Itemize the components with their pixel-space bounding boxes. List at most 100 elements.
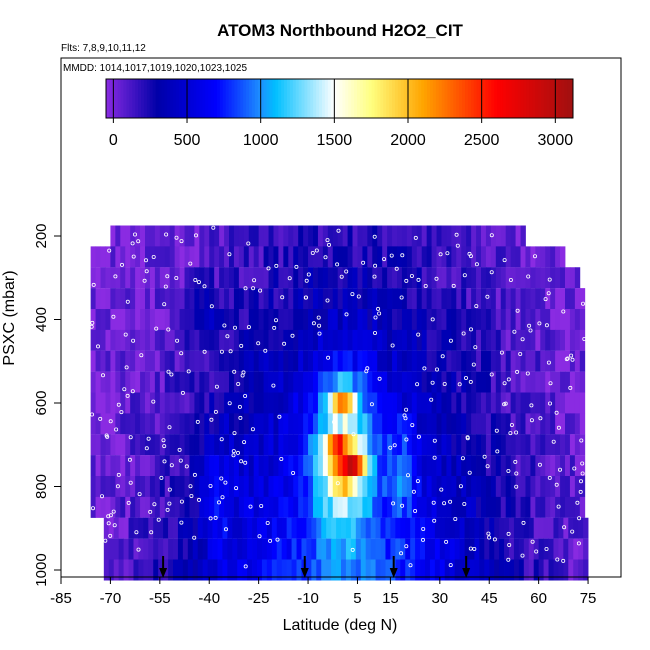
heatmap-cell	[128, 517, 134, 539]
heatmap-cell	[108, 517, 115, 539]
heatmap-cell	[347, 267, 353, 289]
sample-marker	[404, 407, 409, 412]
heatmap-cell	[273, 246, 279, 268]
heatmap-cell	[530, 329, 536, 351]
heatmap-cell	[306, 517, 312, 539]
heatmap-cell	[189, 225, 195, 247]
sample-marker	[579, 262, 584, 267]
sample-marker	[219, 437, 224, 442]
heatmap-cell	[103, 517, 110, 539]
heatmap-cell	[367, 225, 373, 247]
heatmap-cell	[337, 455, 344, 477]
sample-marker	[174, 275, 179, 280]
heatmap-cell	[154, 476, 161, 497]
heatmap-cell	[426, 434, 432, 456]
sample-marker	[277, 414, 282, 419]
heatmap-cell	[401, 496, 408, 518]
sample-marker	[248, 504, 253, 509]
heatmap-cell	[347, 413, 353, 435]
heatmap-cell	[515, 225, 521, 247]
heatmap-cell	[565, 413, 571, 435]
heatmap-cell	[352, 371, 358, 393]
heatmap-cell	[471, 434, 477, 456]
heatmap-cell	[145, 496, 151, 518]
heatmap-cell	[130, 434, 136, 456]
sample-marker	[126, 500, 131, 505]
sample-marker	[128, 435, 133, 440]
heatmap-cell	[322, 225, 329, 247]
heatmap-cell	[154, 329, 161, 351]
sample-marker	[465, 435, 470, 440]
sample-marker	[167, 487, 172, 492]
sample-marker	[547, 475, 552, 480]
heatmap-cell	[397, 392, 403, 414]
colorbar-segment	[444, 79, 448, 118]
sample-marker	[566, 237, 571, 242]
heatmap-cell	[471, 288, 477, 310]
heatmap-cell	[372, 455, 378, 477]
sample-marker	[311, 321, 316, 326]
heatmap-cell	[293, 455, 299, 477]
heatmap-cell	[100, 496, 106, 518]
heatmap-cell	[233, 288, 240, 310]
heatmap-cell	[125, 246, 131, 268]
heatmap-cell	[360, 538, 367, 560]
heatmap-cell	[545, 434, 551, 456]
heatmap-cell	[123, 559, 129, 581]
heatmap-cell	[560, 455, 566, 477]
sample-marker	[350, 292, 355, 297]
colorbar-segment	[351, 79, 355, 118]
heatmap-cell	[332, 371, 339, 393]
heatmap-cell	[145, 392, 151, 414]
sample-marker	[159, 475, 164, 480]
heatmap-cell	[375, 559, 381, 581]
heatmap-cell	[192, 517, 199, 539]
heatmap-cell	[490, 392, 497, 414]
heatmap-cell	[327, 455, 334, 477]
colorbar-segment	[202, 79, 206, 118]
heatmap-cell	[505, 496, 512, 518]
heatmap-cell	[149, 267, 156, 289]
heatmap-cell	[179, 288, 185, 310]
sample-marker	[582, 336, 587, 341]
heatmap-cell	[436, 455, 442, 477]
heatmap-cell	[154, 267, 161, 289]
heatmap-cell	[100, 371, 106, 393]
colorbar-segment	[161, 79, 165, 118]
sample-marker	[188, 261, 193, 266]
x-tick-label: 60	[530, 590, 547, 607]
sample-marker	[538, 416, 543, 421]
heatmap-cell	[229, 476, 235, 497]
heatmap-cell	[451, 476, 457, 497]
sample-marker	[246, 325, 251, 330]
heatmap-cell	[509, 559, 515, 581]
heatmap-cell	[327, 350, 334, 372]
heatmap-cell	[441, 455, 447, 477]
heatmap-cell	[510, 225, 516, 247]
heatmap-cell	[485, 329, 492, 351]
heatmap-cell	[143, 538, 149, 560]
heatmap-cell	[217, 538, 223, 560]
heatmap-cell	[461, 413, 467, 435]
heatmap-cell	[347, 329, 353, 351]
heatmap-cell	[187, 559, 194, 581]
heatmap-cell	[528, 517, 535, 539]
heatmap-cell	[481, 329, 487, 351]
sample-marker	[179, 239, 184, 244]
heatmap-cell	[214, 434, 220, 456]
heatmap-cell	[451, 309, 457, 330]
heatmap-cell	[406, 309, 413, 330]
sample-marker	[274, 263, 279, 268]
heatmap-cell	[125, 455, 131, 477]
heatmap-cell	[140, 309, 146, 330]
heatmap-cell	[500, 225, 507, 247]
dates-subtitle: MMDD: 1014,1017,1019,1020,1023,1025	[63, 63, 247, 74]
sample-marker	[356, 294, 361, 299]
heatmap-cell	[355, 559, 362, 581]
sample-marker	[225, 334, 230, 339]
heatmap-cell	[548, 517, 554, 539]
heatmap-cell	[569, 476, 576, 497]
y-tick-label: 1000	[33, 553, 50, 586]
heatmap-cell	[545, 329, 551, 351]
